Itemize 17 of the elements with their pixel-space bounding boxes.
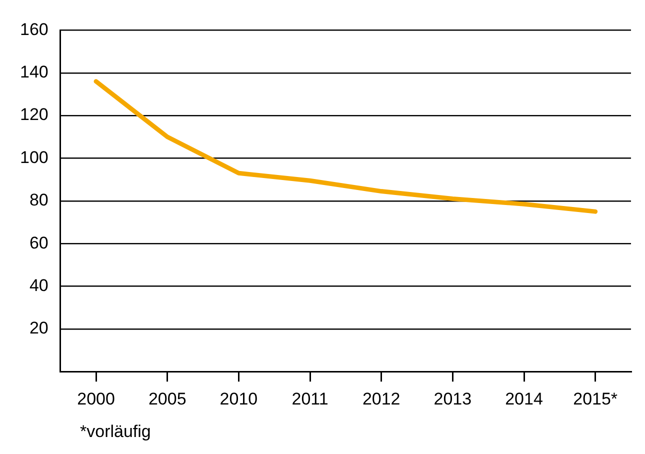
y-tick-label: 100	[20, 148, 48, 167]
y-tick-label: 140	[20, 62, 48, 82]
text: *vorläufig	[80, 422, 152, 442]
y-tick-label: 80	[29, 190, 48, 210]
x-tick-label: 2010	[220, 389, 258, 408]
y-tick-label: 120	[20, 105, 48, 124]
x-tick-label: 2015*	[573, 389, 618, 408]
x-tick-label: 2011	[292, 389, 328, 408]
x-tick-label: 2005	[148, 389, 186, 408]
y-tick-label: 160	[20, 20, 48, 39]
x-tick-label: 2000	[77, 389, 115, 408]
y-tick-label: 60	[29, 233, 48, 252]
y-tick-label: 20	[29, 318, 48, 338]
x-tick-label: 2012	[362, 389, 400, 408]
x-tick-label: 2014	[505, 389, 543, 408]
x-tick-label: 2013	[434, 389, 472, 408]
y-tick-label: 40	[29, 276, 48, 295]
